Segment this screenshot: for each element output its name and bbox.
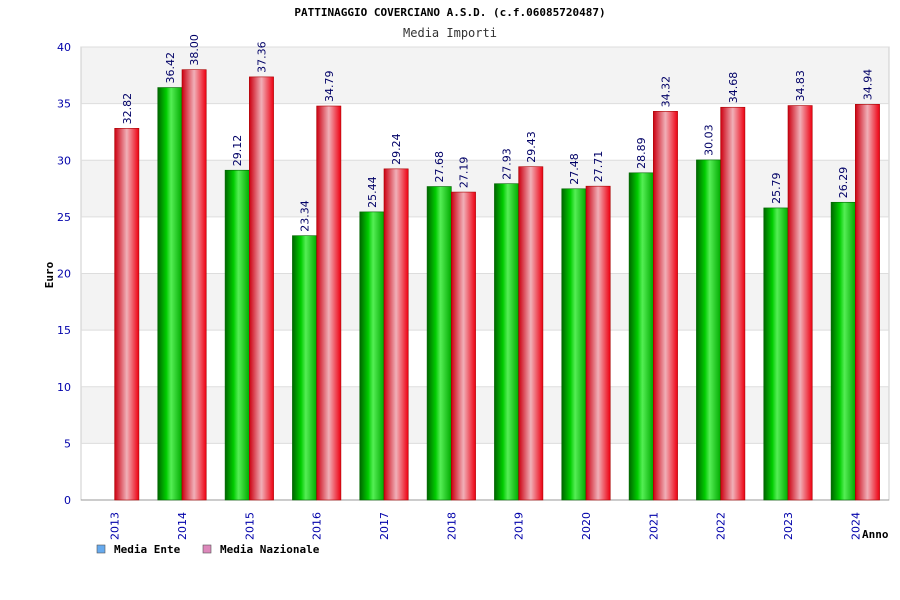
bar-value-label: 30.03 (703, 124, 716, 156)
bar-media-nazionale (316, 105, 342, 501)
y-axis-ticks: 0 5 10 15 20 25 30 35 40 (57, 41, 71, 507)
x-axis-ticks: 2013 2014 2015 2016 2017 2018 2019 2020 2021 2022… (109, 512, 863, 540)
y-tick-label: 0 (64, 494, 71, 507)
bar-media-nazionale (855, 104, 880, 501)
bar-value-label: 38.00 (188, 34, 201, 66)
bar-value-label: 34.83 (794, 70, 807, 102)
bar-value-label: 34.68 (727, 72, 740, 104)
bar-value-label: 27.48 (568, 153, 581, 185)
bar-media-nazionale (787, 105, 813, 501)
y-tick-label: 20 (57, 268, 71, 281)
bar-media-nazionale (383, 168, 409, 501)
bar-media-nazionale (653, 111, 678, 501)
bar-media-nazionale (585, 185, 611, 501)
bar-value-label: 23.34 (299, 200, 312, 232)
bar-value-label: 34.32 (659, 76, 672, 108)
x-tick-label: 2014 (176, 512, 189, 540)
chart-subtitle: Media Importi (403, 26, 497, 40)
y-tick-label: 30 (57, 154, 71, 167)
plot-band (81, 160, 889, 217)
bar-media-ente (224, 169, 250, 501)
bar-media-ente (830, 201, 856, 501)
bar-value-label: 25.79 (770, 172, 783, 204)
plot-band (81, 216, 889, 274)
bar-value-label: 37.36 (255, 41, 268, 73)
bar-media-ente (561, 188, 587, 501)
bar-media-nazionale (720, 106, 746, 501)
bar-media-nazionale (249, 76, 274, 501)
legend-label: Media Nazionale (220, 543, 320, 556)
bar-media-ente (157, 87, 183, 501)
plot-band (81, 386, 889, 444)
y-tick-label: 25 (57, 211, 71, 224)
grid-lines (81, 46, 889, 501)
bar-media-ente (628, 172, 654, 501)
x-tick-label: 2013 (109, 512, 122, 540)
bar-media-nazionale (114, 128, 140, 501)
bar-value-label: 27.71 (592, 151, 605, 183)
bar-media-nazionale (181, 69, 207, 501)
x-tick-label: 2021 (647, 512, 660, 540)
plot-band (81, 443, 889, 500)
bar-media-ente (359, 211, 385, 501)
bar-value-label: 26.29 (837, 167, 850, 199)
y-tick-label: 40 (57, 41, 71, 54)
plot-band (81, 47, 889, 104)
chart-title: PATTINAGGIO COVERCIANO A.S.D. (c.f.06085… (294, 6, 605, 19)
legend-swatch (96, 544, 106, 554)
x-tick-label: 2024 (849, 512, 862, 540)
plot-background (80, 46, 890, 501)
bar-value-labels: 32.82 36.42 38.00 29.12 37.36 23.34 34.79 25.44… (121, 34, 875, 232)
bar-media-ente (292, 235, 317, 501)
x-tick-label: 2022 (715, 512, 728, 540)
x-tick-label: 2019 (513, 512, 526, 540)
x-tick-label: 2018 (445, 512, 458, 540)
bar-media-nazionale (518, 166, 544, 501)
bar-value-label: 27.19 (457, 157, 470, 189)
bar-value-label: 36.42 (164, 52, 177, 84)
plot-band (81, 273, 889, 331)
bar-value-label: 27.93 (501, 148, 514, 179)
legend-label: Media Ente (114, 543, 181, 556)
bar-value-label: 34.94 (861, 69, 874, 101)
x-tick-label: 2023 (782, 512, 795, 540)
bar-media-ente (696, 159, 721, 501)
plot-band (81, 103, 889, 161)
bar-value-label: 29.24 (390, 133, 403, 165)
y-tick-label: 5 (64, 437, 71, 450)
bar-value-label: 34.79 (323, 71, 336, 103)
x-tick-label: 2016 (311, 512, 324, 540)
bar-media-ente (426, 186, 452, 501)
bars (114, 69, 880, 501)
x-axis-label: Anno (862, 528, 889, 541)
x-tick-label: 2017 (378, 512, 391, 540)
bar-value-label: 27.68 (433, 151, 446, 183)
bar-media-ente (763, 207, 789, 501)
bar-media-ente (494, 183, 519, 501)
bar-value-label: 29.43 (525, 131, 538, 163)
y-tick-label: 15 (57, 324, 71, 337)
y-tick-label: 35 (57, 98, 71, 111)
plot-band (81, 330, 889, 387)
bar-value-label: 32.82 (121, 93, 134, 125)
legend: Media Ente Media Nazionale (96, 543, 320, 556)
bar-value-label: 28.89 (635, 137, 648, 169)
bar-value-label: 29.12 (231, 135, 244, 166)
y-axis-label: Euro (43, 261, 56, 288)
y-tick-label: 10 (57, 381, 71, 394)
x-tick-label: 2015 (243, 512, 256, 540)
x-tick-label: 2020 (580, 512, 593, 540)
legend-swatch (202, 544, 212, 554)
bar-value-label: 25.44 (366, 176, 379, 208)
bar-media-nazionale (451, 191, 476, 501)
